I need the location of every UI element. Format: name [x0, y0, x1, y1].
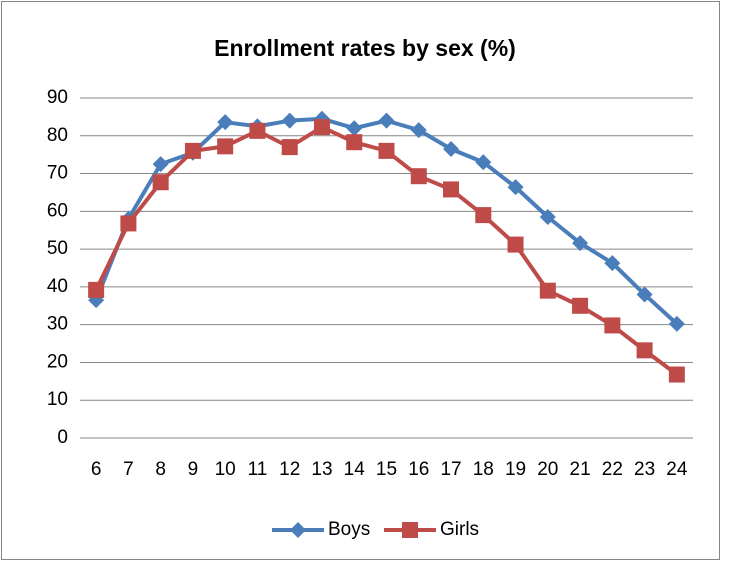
data-point [572, 297, 589, 314]
x-tick-label: 16 [408, 459, 429, 480]
y-tick-label: 40 [47, 276, 68, 297]
data-point [604, 317, 621, 334]
data-point [281, 139, 298, 156]
y-tick-label: 30 [47, 314, 68, 335]
y-tick-label: 80 [47, 125, 68, 146]
data-point [539, 209, 556, 225]
x-tick-label: 14 [344, 459, 366, 480]
x-tick-label: 23 [634, 459, 655, 480]
data-point [572, 235, 589, 252]
data-point [120, 215, 137, 232]
data-point [475, 154, 492, 171]
data-point [249, 122, 266, 139]
data-point [443, 181, 460, 198]
data-point [152, 174, 169, 191]
legend-label: Girls [440, 519, 479, 540]
data-point [443, 141, 460, 157]
data-point [152, 156, 169, 173]
legend-marker [402, 522, 418, 538]
x-tick-label: 9 [188, 459, 199, 480]
data-point [378, 142, 395, 159]
x-tick-label: 6 [91, 459, 102, 480]
data-point [475, 207, 492, 224]
y-tick-label: 50 [47, 238, 68, 259]
data-point [378, 112, 395, 129]
data-point [507, 236, 524, 253]
chart-title: Enrollment rates by sex (%) [214, 35, 516, 61]
x-tick-label: 12 [279, 459, 300, 480]
x-tick-label: 24 [666, 459, 688, 480]
data-point [346, 120, 363, 137]
data-point [507, 179, 524, 196]
data-point [217, 114, 234, 131]
data-point [668, 366, 685, 383]
data-point [217, 138, 234, 155]
data-point [313, 119, 330, 136]
x-tick-label: 22 [602, 459, 623, 480]
data-point [539, 282, 556, 299]
data-point [346, 134, 363, 151]
x-tick-label: 8 [155, 459, 166, 480]
data-point [410, 122, 427, 139]
data-point [604, 255, 621, 272]
x-tick-label: 11 [248, 459, 268, 480]
data-point [281, 112, 298, 129]
y-tick-label: 90 [47, 87, 68, 108]
x-tick-label: 19 [505, 459, 526, 480]
x-tick-label: 20 [537, 459, 558, 480]
y-tick-label: 10 [47, 389, 68, 410]
data-point [184, 142, 201, 159]
y-tick-label: 20 [47, 351, 68, 372]
y-tick-label: 70 [47, 163, 68, 184]
x-tick-label: 18 [473, 459, 494, 480]
y-tick-label: 0 [57, 427, 68, 448]
data-point [636, 342, 653, 359]
data-point [668, 315, 685, 332]
x-tick-label: 13 [311, 459, 332, 480]
data-point [88, 281, 105, 298]
x-tick-label: 15 [376, 459, 397, 480]
x-tick-label: 7 [123, 459, 134, 480]
y-tick-label: 60 [47, 200, 68, 221]
x-tick-label: 17 [440, 459, 461, 480]
chart-border [1, 1, 720, 560]
legend-marker [290, 522, 306, 538]
x-tick-label: 10 [215, 459, 236, 480]
data-point [636, 286, 653, 303]
x-tick-label: 21 [570, 459, 591, 480]
data-point [410, 168, 427, 185]
legend-label: Boys [328, 519, 370, 540]
